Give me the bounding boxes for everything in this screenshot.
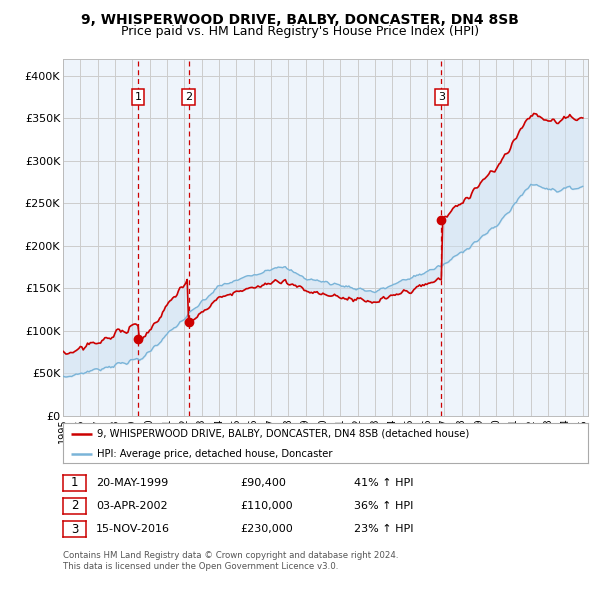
Text: 3: 3 (438, 92, 445, 102)
Text: 9, WHISPERWOOD DRIVE, BALBY, DONCASTER, DN4 8SB: 9, WHISPERWOOD DRIVE, BALBY, DONCASTER, … (81, 13, 519, 27)
Text: £110,000: £110,000 (240, 501, 293, 510)
Text: 03-APR-2002: 03-APR-2002 (96, 501, 167, 510)
Text: 15-NOV-2016: 15-NOV-2016 (96, 525, 170, 534)
Text: 36% ↑ HPI: 36% ↑ HPI (354, 501, 413, 510)
Text: 41% ↑ HPI: 41% ↑ HPI (354, 478, 413, 487)
Text: This data is licensed under the Open Government Licence v3.0.: This data is licensed under the Open Gov… (63, 562, 338, 571)
Text: 2: 2 (185, 92, 192, 102)
Text: 23% ↑ HPI: 23% ↑ HPI (354, 525, 413, 534)
Text: 3: 3 (71, 523, 78, 536)
Text: £90,400: £90,400 (240, 478, 286, 487)
Text: 1: 1 (134, 92, 142, 102)
Text: £230,000: £230,000 (240, 525, 293, 534)
Text: Contains HM Land Registry data © Crown copyright and database right 2024.: Contains HM Land Registry data © Crown c… (63, 552, 398, 560)
Text: 1: 1 (71, 476, 78, 489)
Text: 2: 2 (71, 499, 78, 512)
Text: 9, WHISPERWOOD DRIVE, BALBY, DONCASTER, DN4 8SB (detached house): 9, WHISPERWOOD DRIVE, BALBY, DONCASTER, … (97, 429, 469, 439)
Text: Price paid vs. HM Land Registry's House Price Index (HPI): Price paid vs. HM Land Registry's House … (121, 25, 479, 38)
Text: 20-MAY-1999: 20-MAY-1999 (96, 478, 168, 487)
Text: HPI: Average price, detached house, Doncaster: HPI: Average price, detached house, Donc… (97, 450, 332, 460)
